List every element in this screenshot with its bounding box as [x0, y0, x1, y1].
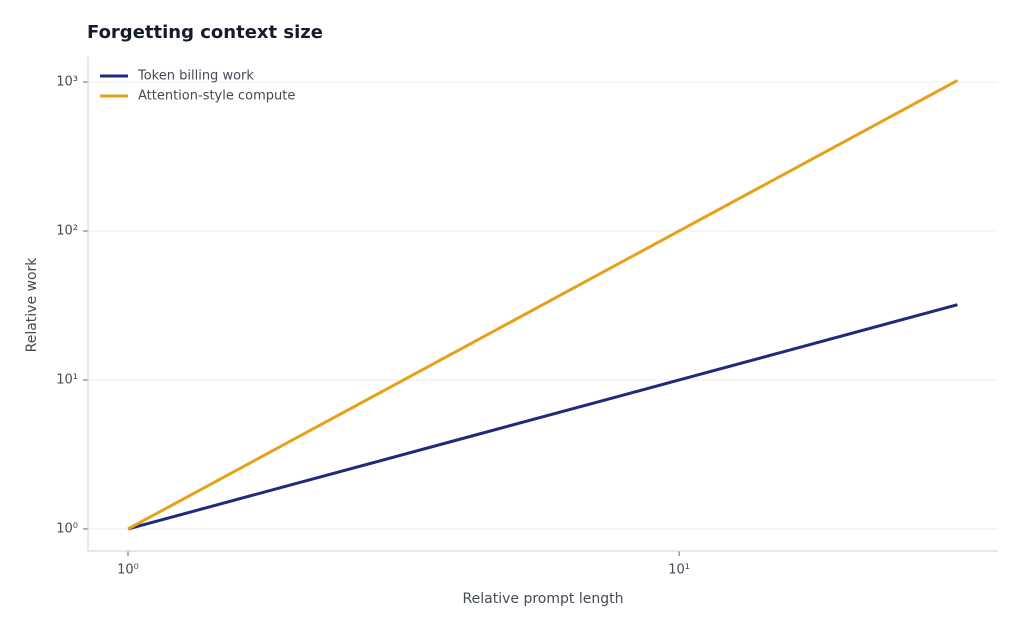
x-tick-label: 10⁰ — [117, 563, 139, 578]
series-line — [127, 303, 958, 531]
y-axis-label: Relative work — [24, 257, 40, 353]
y-tick-label: 10⁰ — [56, 521, 78, 536]
legend-label: Attention-style compute — [138, 89, 295, 104]
y-tick-label: 10² — [56, 223, 78, 238]
chart-title: Forgetting context size — [87, 22, 323, 43]
legend-label: Token billing work — [137, 69, 254, 84]
y-tick-label: 10¹ — [56, 372, 78, 387]
series-line — [127, 79, 959, 531]
y-tick-label: 10³ — [56, 75, 78, 90]
x-axis-label: Relative prompt length — [463, 591, 624, 607]
x-tick-label: 10¹ — [668, 563, 690, 578]
